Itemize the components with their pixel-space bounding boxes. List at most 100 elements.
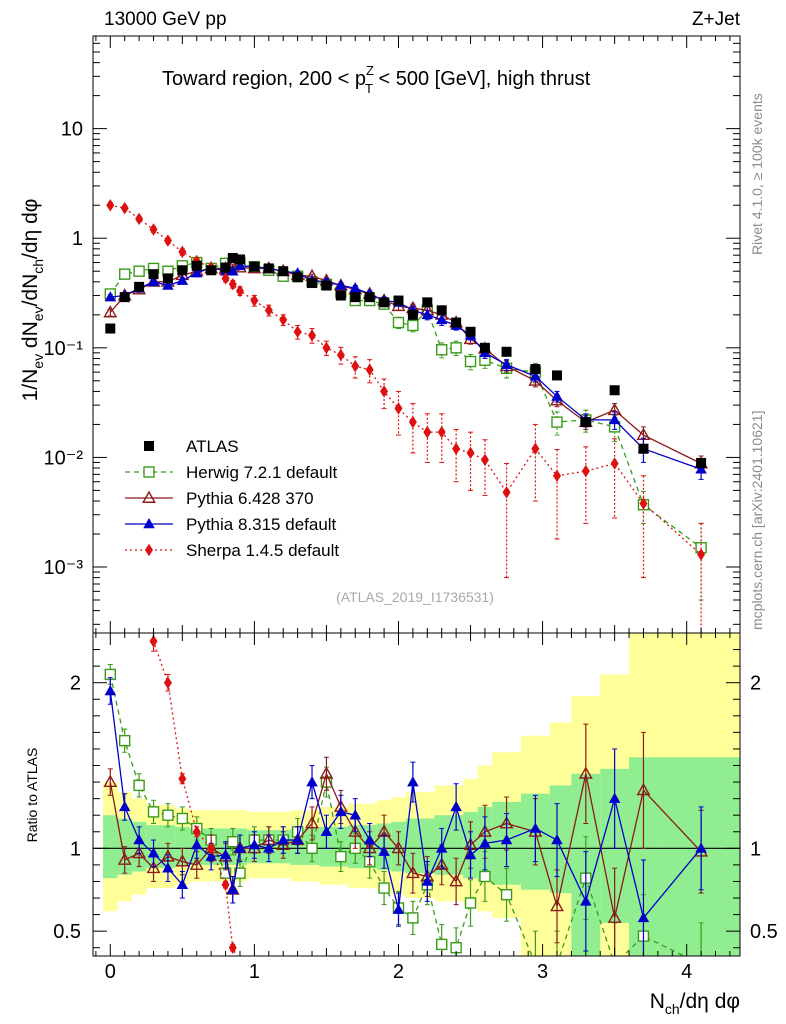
ratio-point <box>163 676 172 689</box>
data-point <box>479 342 490 353</box>
data-point <box>279 313 288 327</box>
data-point <box>365 363 374 377</box>
data-point <box>531 442 540 455</box>
data-point <box>392 316 405 329</box>
data-point <box>638 443 649 454</box>
ratio-point <box>608 792 621 803</box>
ratio-axes: 0 1 2 3 4 2 2 1 1 0.5 0.5 <box>53 633 778 983</box>
band-green-inner-bin <box>175 826 190 867</box>
data-point <box>501 346 512 357</box>
x-tick-label: 4 <box>681 961 692 983</box>
ratio-point <box>550 898 564 912</box>
data-point <box>581 464 590 478</box>
ratio-point <box>319 766 334 779</box>
ratio-point <box>117 852 132 865</box>
data-point <box>335 279 347 290</box>
data-point <box>104 291 117 302</box>
ratio-point <box>436 938 448 951</box>
data-point <box>407 319 419 332</box>
ratio-point <box>335 850 347 863</box>
data-point <box>135 212 144 226</box>
data-point <box>551 416 563 428</box>
ratio-point <box>228 941 237 954</box>
ratio-point <box>464 897 477 909</box>
ratio-point <box>464 848 477 860</box>
ratio-point <box>407 912 419 924</box>
ratio-point <box>221 878 230 892</box>
x-axis-label: Nch/dη dφ <box>650 990 740 1017</box>
data-point <box>227 265 239 276</box>
legend-marker <box>143 466 155 478</box>
data-point <box>106 198 115 212</box>
data-point <box>322 341 331 355</box>
y-axis-label-ratio: Ratio to ATLAS <box>24 748 40 843</box>
ratio-frame <box>92 632 741 957</box>
data-point <box>452 442 461 455</box>
ratio-point <box>421 875 434 886</box>
y-axis-label-main: 1/Nev dNev/dNch/dη dφ <box>19 199 46 402</box>
data-point <box>321 280 332 291</box>
data-point <box>451 317 462 328</box>
legend-entry: Sherpa 1.4.5 default <box>125 541 339 560</box>
ratio-point <box>133 834 145 845</box>
ratio-point <box>479 837 491 848</box>
data-point <box>380 385 389 398</box>
data-point <box>206 265 217 276</box>
data-point <box>119 268 131 280</box>
y-tick-label: 10⁻¹ <box>44 338 84 360</box>
ratio-point <box>291 834 304 845</box>
ratio-point <box>434 857 449 870</box>
data-point <box>351 359 360 373</box>
ratio-point <box>178 772 187 786</box>
ratio-point <box>636 782 651 796</box>
legend-marker <box>145 543 153 557</box>
ratio-point <box>551 834 563 845</box>
series-line <box>110 204 702 556</box>
series-atlas <box>105 252 707 468</box>
ratio-point <box>391 840 406 854</box>
ratio-point <box>146 860 161 874</box>
ratio-point <box>234 842 246 853</box>
data-point <box>394 402 403 415</box>
process-label: Z+Jet <box>692 9 741 30</box>
ratio-point <box>578 766 593 779</box>
data-point <box>465 326 476 337</box>
data-point <box>530 364 541 375</box>
ratio-point <box>263 842 275 853</box>
data-point <box>551 390 563 401</box>
data-point <box>147 275 160 287</box>
ratio-point <box>449 874 464 887</box>
ratio-point <box>580 895 592 906</box>
ratio-point <box>189 857 204 870</box>
y-tick-label: 10⁻³ <box>44 557 84 579</box>
ratio-point <box>192 825 201 839</box>
ratio-point <box>607 910 622 923</box>
ratio-y-tick-label-right: 1 <box>750 838 761 860</box>
data-point <box>162 273 173 284</box>
ratio-y-tick-label-right: 0.5 <box>750 921 778 943</box>
data-point <box>502 486 511 499</box>
y-tick-label: 1 <box>72 228 83 250</box>
data-point <box>421 308 434 320</box>
data-point <box>292 272 303 283</box>
ratio-point <box>335 805 347 817</box>
ratio-point <box>407 776 419 787</box>
legend-label: Pythia 8.315 default <box>186 515 337 534</box>
y-tick-label: 10⁻² <box>44 447 84 469</box>
data-point <box>119 292 130 303</box>
ratio-y-tick-label-left: 0.5 <box>53 921 81 943</box>
data-point <box>148 269 159 280</box>
legend-label: Herwig 7.2.1 default <box>186 463 337 482</box>
data-point <box>379 297 390 308</box>
data-point <box>264 304 273 317</box>
data-point <box>228 278 237 291</box>
panel-title: Toward region, 200 < pZ T < 500 [GeV], hi… <box>162 63 591 96</box>
data-point <box>364 292 375 303</box>
ratio-point <box>104 684 117 696</box>
data-point <box>437 425 446 439</box>
data-point <box>293 325 302 339</box>
series-sherpa-1-4-5-default <box>106 198 706 633</box>
series-line <box>109 265 702 465</box>
data-point <box>609 385 620 396</box>
ratio-point <box>191 839 203 850</box>
